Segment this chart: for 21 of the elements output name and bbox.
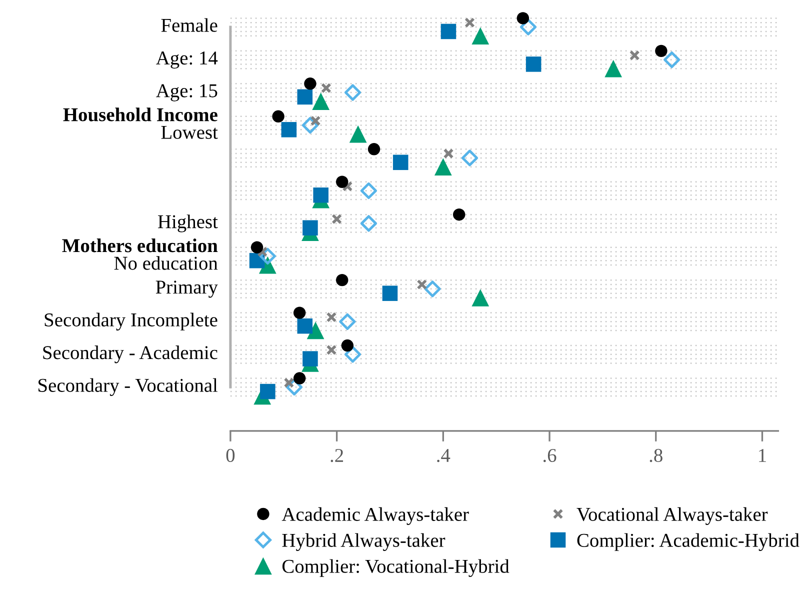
y-tick-label: Age: 14 (156, 52, 218, 69)
x-tick-label: .2 (330, 448, 344, 462)
x-tick-label: 0 (226, 448, 235, 462)
y-tick-label: Age: 15 (156, 84, 218, 102)
y-tick-label: Secondary - Academic (43, 346, 218, 364)
x-tick-label: 1 (759, 448, 766, 462)
x-tick-label: .6 (544, 448, 556, 462)
y-tick-label: Household Income Lowest (63, 108, 218, 139)
legend-label: Academic Always-taker (282, 507, 469, 525)
y-tick-label: Secondary - Vocational (38, 378, 218, 396)
y-tick-label: Secondary Incomplete (44, 312, 218, 330)
y-tick-label: Mothers education No education (62, 238, 218, 270)
y-tick-label: Primary (156, 280, 218, 298)
y-tick-label: Highest (158, 214, 218, 232)
y-tick-label: Female (161, 18, 218, 32)
x-tick-label: .4 (437, 449, 450, 462)
legend-label: Vocational Always-taker (576, 507, 768, 525)
legend-label: Complier: Vocational-Hybrid (282, 559, 510, 577)
legend-label: Complier: Academic-Hybrid (577, 533, 800, 551)
legend-label: Hybrid Always-taker (282, 533, 446, 551)
x-tick-label: .8 (650, 448, 662, 462)
